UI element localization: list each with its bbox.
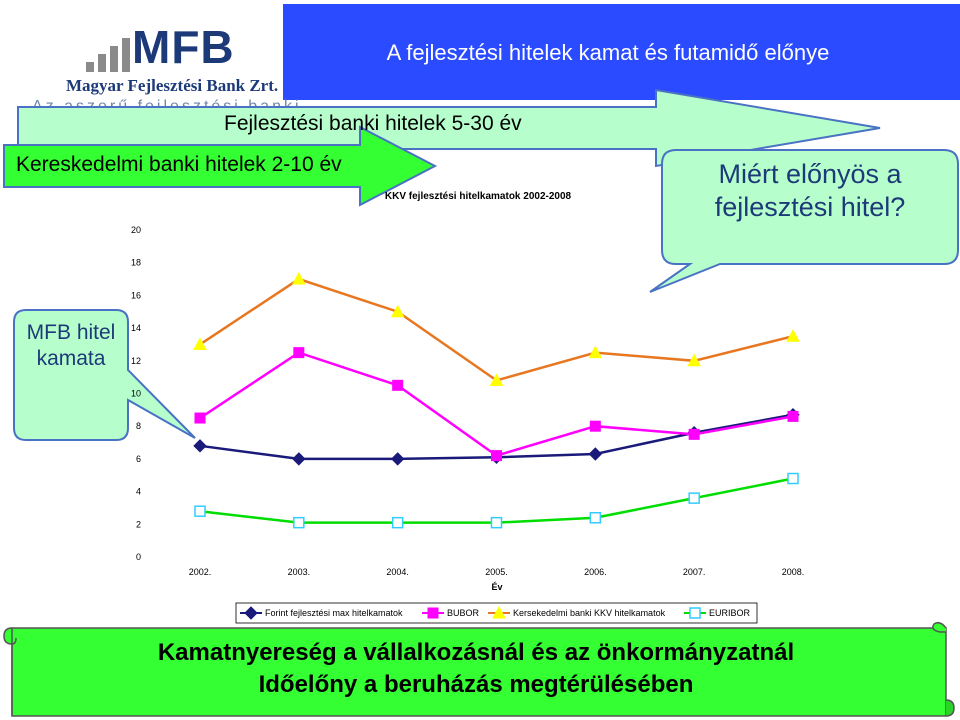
legend: Forint fejlesztési max hitelkamatok BUBOR… (235, 602, 758, 624)
legend-swatch-marker (492, 605, 506, 619)
legend-label: Forint fejlesztési max hitelkamatok (265, 608, 403, 618)
data-point (688, 492, 700, 504)
x-tick-label: 2007. (683, 567, 706, 577)
legend-entry: BUBOR (422, 607, 480, 619)
data-point (194, 505, 206, 517)
data-point (390, 304, 405, 318)
mfb-callout-shape (13, 309, 196, 441)
series-line (199, 351, 794, 458)
y-tick-label: 4 (136, 487, 141, 497)
legend-swatch-marker (689, 607, 701, 619)
data-point (390, 452, 405, 466)
slide-title: A fejlesztési hitelek kamat és futamidő … (386, 40, 830, 65)
x-tick-label: 2004. (386, 567, 409, 577)
data-point (489, 373, 504, 386)
y-tick-label: 18 (131, 258, 141, 268)
x-axis-ticks: 2002. 2003. 2004. 2005. 2006. 2007. 2008. (189, 567, 805, 577)
series-line (199, 277, 794, 382)
data-point (193, 439, 207, 453)
y-tick-label: 2 (136, 519, 141, 529)
data-point (589, 420, 601, 432)
data-point (293, 516, 305, 529)
x-tick-label: 2008. (782, 567, 805, 577)
legend-label: EURIBOR (709, 608, 751, 618)
data-point (491, 450, 502, 462)
mfb-callout-text: MFB hitel kamata (26, 321, 116, 370)
data-point (588, 345, 603, 359)
series-3 (193, 272, 800, 386)
commercial-loans-label: Kereskedelmi banki hitelek 2-10 év (16, 153, 342, 176)
legend-label: BUBOR (447, 608, 480, 618)
mfb-logo: MFB Magyar Fejlesztési Bank Zrt. (58, 18, 288, 106)
data-point (588, 447, 603, 461)
logo-brand: MFB (132, 21, 235, 73)
why-callout-shape (649, 149, 959, 293)
background-ghost-text: Az aszerű fejlesztési banki (32, 98, 302, 106)
data-point (589, 512, 602, 524)
legend-swatch-marker (244, 606, 258, 620)
series-4 (194, 472, 799, 529)
data-point (193, 337, 207, 350)
data-point (391, 516, 404, 529)
y-tick-label: 12 (131, 356, 141, 366)
x-axis-label: Év (491, 582, 502, 592)
data-point (786, 329, 800, 342)
logo-subtitle: Magyar Fejlesztési Bank Zrt. (66, 76, 279, 95)
y-tick-label: 10 (131, 389, 141, 399)
legend-entry: EURIBOR (684, 607, 751, 619)
data-point (787, 472, 799, 485)
bottom-scroll-banner (3, 621, 955, 717)
footer-line-2: Időelőny a beruházás megtérülésében (258, 671, 694, 698)
data-point (687, 353, 702, 367)
data-point (490, 516, 503, 529)
data-point (392, 379, 404, 391)
data-point (291, 272, 306, 285)
y-tick-label: 0 (136, 552, 141, 562)
data-point (194, 412, 206, 424)
x-tick-label: 2006. (584, 567, 607, 577)
series-2 (194, 347, 799, 462)
logo-bars-icon (86, 36, 146, 72)
commercial-loans-arrow (3, 125, 438, 207)
title-banner (283, 4, 960, 100)
footer-line-1: Kamatnyereség a vállalkozásnál és az önk… (157, 639, 795, 666)
legend-label: Kersekedelmi banki KKV hitelkamatok (513, 608, 666, 618)
y-tick-label: 6 (136, 454, 141, 464)
data-point (688, 428, 700, 440)
x-tick-label: 2003. (288, 567, 311, 577)
y-tick-label: 14 (131, 323, 141, 333)
y-tick-label: 16 (131, 290, 141, 300)
legend-entry: Forint fejlesztési max hitelkamatok (240, 606, 403, 620)
data-point (292, 452, 306, 466)
series-line (199, 477, 794, 524)
data-point (787, 410, 799, 422)
y-tick-label: 20 (131, 225, 141, 235)
chart-title: KKV fejlesztési hitelkamatok 2002-2008 (385, 191, 572, 202)
why-callout-text: Miért előnyös a fejlesztési hitel? (714, 159, 906, 222)
y-tick-label: 8 (136, 421, 141, 431)
x-tick-label: 2002. (189, 567, 212, 577)
legend-swatch-marker (427, 607, 439, 619)
legend-entry: Kersekedelmi banki KKV hitelkamatok (488, 605, 666, 619)
y-axis-ticks: 0 2 4 6 8 10 12 14 16 18 20 (131, 225, 141, 562)
x-tick-label: 2005. (485, 567, 508, 577)
series-layer (193, 272, 800, 529)
development-loans-label: Fejlesztési banki hitelek 5-30 év (224, 112, 522, 135)
data-point (293, 347, 305, 359)
